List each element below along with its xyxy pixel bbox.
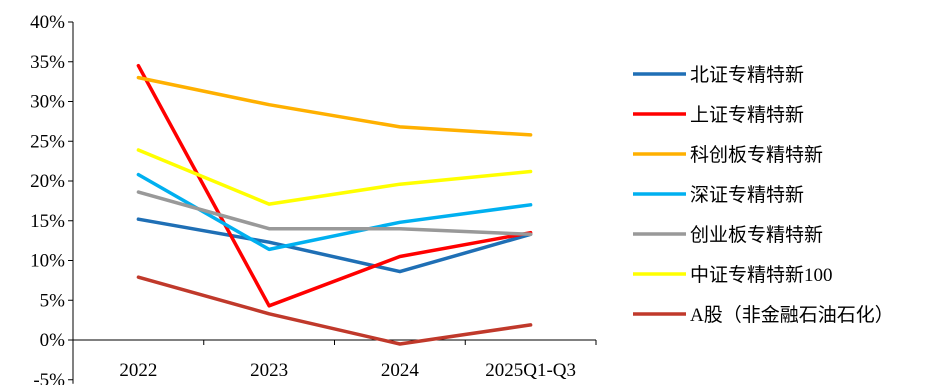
y-tick-label: 5%	[40, 290, 66, 311]
series-line-0	[136, 217, 533, 274]
series-line-3	[136, 172, 533, 252]
legend-label: 北证专精特新	[690, 64, 804, 86]
y-tick-label: 10%	[30, 251, 65, 272]
y-tick-label: 15%	[30, 211, 65, 232]
series-line-4	[136, 190, 533, 237]
legend-label: 中证专精特新100	[690, 264, 833, 286]
y-tick-label: 40%	[30, 12, 65, 33]
legend-label: 创业板专精特新	[690, 224, 823, 246]
y-tick-label: 35%	[30, 52, 65, 73]
legend-label: 上证专精特新	[690, 104, 804, 126]
legend-label: A股（非金融石油石化）	[690, 304, 894, 326]
y-tick-label: 20%	[30, 171, 65, 192]
series-group	[136, 63, 533, 346]
x-tick-label: 2022	[119, 360, 157, 381]
x-tick-label: 2023	[250, 360, 288, 381]
series-line-5	[136, 148, 533, 206]
x-tick-label: 2024	[381, 360, 420, 381]
y-tick-label: 25%	[30, 131, 65, 152]
axes: -5% 0% 5% 10% 15% 20% 25% 30% 35% 40% 2022 2023 2024…	[30, 12, 597, 390]
legend-label: 科创板专精特新	[690, 144, 823, 166]
legend-label: 深证专精特新	[690, 184, 804, 206]
x-tick-label: 2025Q1-Q3	[485, 360, 576, 381]
y-tick-label: 30%	[30, 92, 65, 113]
series-line-6	[136, 275, 533, 346]
series-line-2	[136, 75, 533, 137]
legend: 北证专精特新上证专精特新科创板专精特新深证专精特新创业板专精特新中证专精特新10…	[633, 64, 894, 326]
series-line-1	[136, 63, 533, 308]
y-tick-label: 0%	[40, 330, 66, 351]
y-tick-label: -5%	[33, 370, 65, 385]
